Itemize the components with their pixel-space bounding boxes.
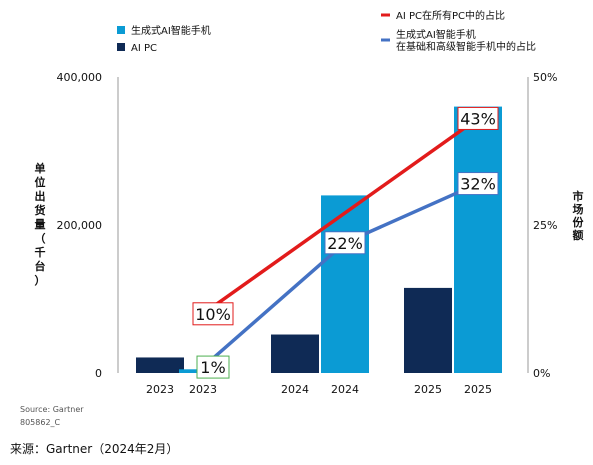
x-tick-label: 2023 [146,383,174,396]
left-tick-label: 400,000 [57,71,103,84]
data-label-box [196,355,230,379]
data-label-box [457,172,499,196]
left-tick-label: 0 [95,367,102,380]
right-tick-label: 50% [533,71,557,84]
axis-title-char: 场 [573,202,584,216]
axis-title-char: 货 [34,203,46,217]
legend-label: 生成式AI智能手机 [131,24,211,37]
footer-source: 来源：Gartner（2024年2月） [10,442,178,456]
x-tick-label: 2025 [464,383,492,396]
data-label: 43% [460,109,496,128]
data-label: 1% [200,358,225,377]
axis-title-char: 量 [35,218,46,231]
data-label: 10% [195,305,231,324]
x-tick-label: 2024 [281,383,309,396]
data-label-box [457,106,499,130]
left-tick-label: 200,000 [57,219,103,232]
legend-label: 在基础和高级智能手机中的占比 [396,40,536,53]
bar [271,334,319,373]
x-tick-label: 2023 [189,383,217,396]
source-note: Source: Gartner [20,405,84,414]
legend-label: 生成式AI智能手机 [396,28,476,41]
bar [321,195,369,373]
axis-title-char: 份 [573,215,585,229]
axis-title-char: 台 [35,259,46,273]
bar [454,106,502,373]
legend-swatch [117,26,125,34]
legend-label: AI PC在所有PC中的占比 [396,9,505,22]
right-tick-label: 25% [533,219,557,232]
data-labels: 10% 1% 22% 43% 32% [192,106,499,379]
axis-title-char: 市 [573,189,584,203]
bar [136,357,184,373]
source-code: 805862_C [20,418,61,427]
x-tick-label: 2025 [414,383,442,396]
legend-swatch [117,43,125,51]
data-label: 22% [327,234,363,253]
bars [136,106,502,373]
data-label-box [192,302,234,326]
axis-title-char: 出 [35,189,46,203]
axis-title-char: ） [35,274,46,287]
data-label: 32% [460,175,496,194]
axis-title-char: 千 [35,245,46,259]
legend-label: AI PC [131,43,157,54]
bar [404,287,452,373]
axis-title-char: 单 [35,161,46,175]
axis-title-char: 额 [573,228,584,242]
series-line [201,116,480,316]
right-tick-label: 0% [533,367,550,380]
x-tick-label: 2024 [331,383,359,396]
data-label-box [324,231,366,255]
axis-title-char: （ [35,232,46,245]
axis-title-char: 位 [35,175,46,189]
